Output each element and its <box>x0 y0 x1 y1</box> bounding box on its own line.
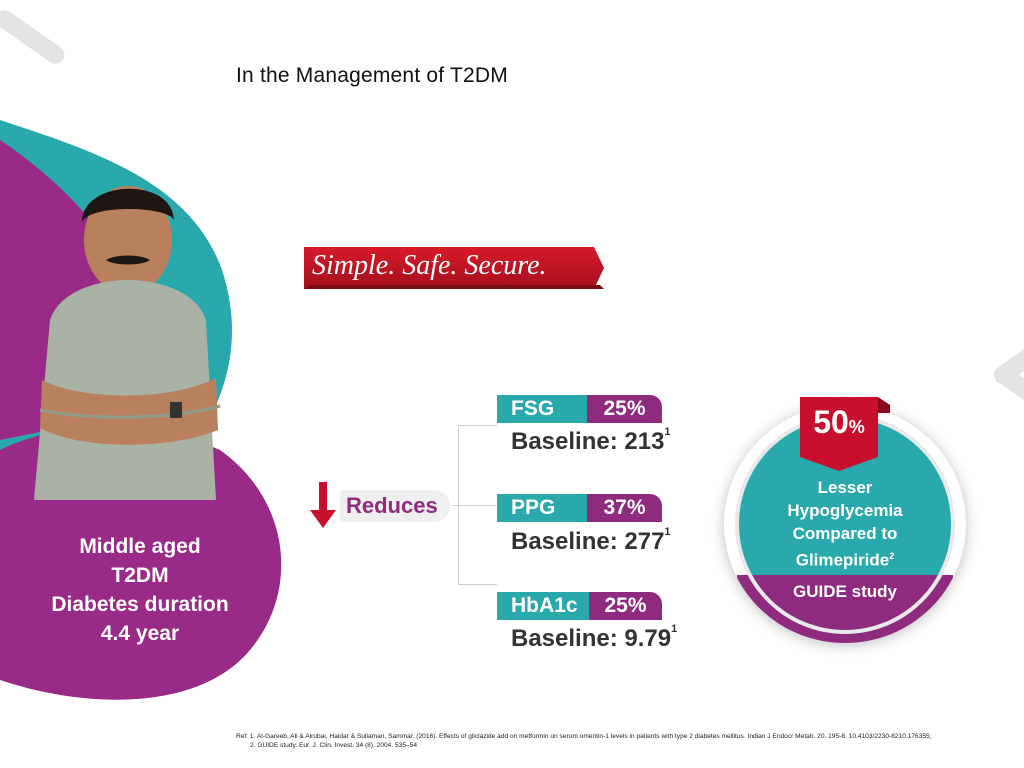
metric-name: HbA1c <box>497 592 589 620</box>
ribbon-icon <box>800 397 890 471</box>
badge-graphic <box>735 414 955 643</box>
badge-line: Lesser <box>817 478 873 497</box>
baseline-text: Baseline: 277 <box>511 528 665 555</box>
badge-unit: % <box>848 417 865 437</box>
down-arrow-icon <box>310 482 336 528</box>
patient-line: 4.4 year <box>100 622 180 645</box>
metric-baseline: Baseline: 9.791 <box>511 623 678 653</box>
metric-percent: 25% <box>589 592 662 620</box>
reduces-label-bg <box>340 490 450 522</box>
bracket-stub <box>452 505 496 506</box>
badge-line: Hypoglycemia <box>787 501 903 520</box>
tagline-text: Simple. Safe. Secure. <box>312 250 547 281</box>
metric-fsg: FSG 25% <box>497 395 662 423</box>
metric-name: FSG <box>497 395 587 423</box>
reference-marker: 1 <box>664 426 671 438</box>
patient-line: Middle aged <box>79 535 201 558</box>
metric-hba1c: HbA1c 25% <box>497 592 662 620</box>
metric-name: PPG <box>497 494 587 522</box>
study-name: GUIDE study <box>793 582 897 601</box>
reference-line: Ref: 1. Al-Gareeb, Ali & Alrubai, Haidar… <box>236 733 932 740</box>
metric-baseline: Baseline: 2771 <box>511 526 671 556</box>
metric-ppg: PPG 37% <box>497 494 662 522</box>
reference-marker: 2 <box>889 551 895 561</box>
metric-baseline: Baseline: 2131 <box>511 426 671 456</box>
patient-line: T2DM <box>111 564 169 587</box>
patient-line: Diabetes duration <box>51 593 229 616</box>
reduces-label: Reduces <box>346 493 438 518</box>
metric-percent: 25% <box>587 395 662 423</box>
patient-photo <box>34 186 221 500</box>
references: Ref: 1. Al-Gareeb, Ali & Alrubai, Haidar… <box>236 732 932 750</box>
badge-line: Compared to <box>792 524 898 543</box>
reference-marker: 1 <box>671 623 678 635</box>
badge-description: Lesser Hypoglycemia Compared to Glimepir… <box>724 476 966 572</box>
reference-line: 2. GUIDE study. Eur. J. Clin. Invest. 34… <box>250 742 418 749</box>
badge-value: 50% <box>800 404 878 441</box>
tagline-banner <box>304 247 604 289</box>
decorative-stripe <box>0 6 68 68</box>
metric-percent: 37% <box>587 494 662 522</box>
patient-profile-text: Middle aged T2DM Diabetes duration 4.4 y… <box>18 532 262 648</box>
baseline-text: Baseline: 9.79 <box>511 625 672 652</box>
reference-marker: 1 <box>664 526 671 538</box>
page-title: In the Management of T2DM <box>236 64 508 87</box>
badge-number: 50 <box>813 404 849 440</box>
baseline-text: Baseline: 213 <box>511 428 665 455</box>
badge-line: Glimepiride <box>795 550 890 570</box>
